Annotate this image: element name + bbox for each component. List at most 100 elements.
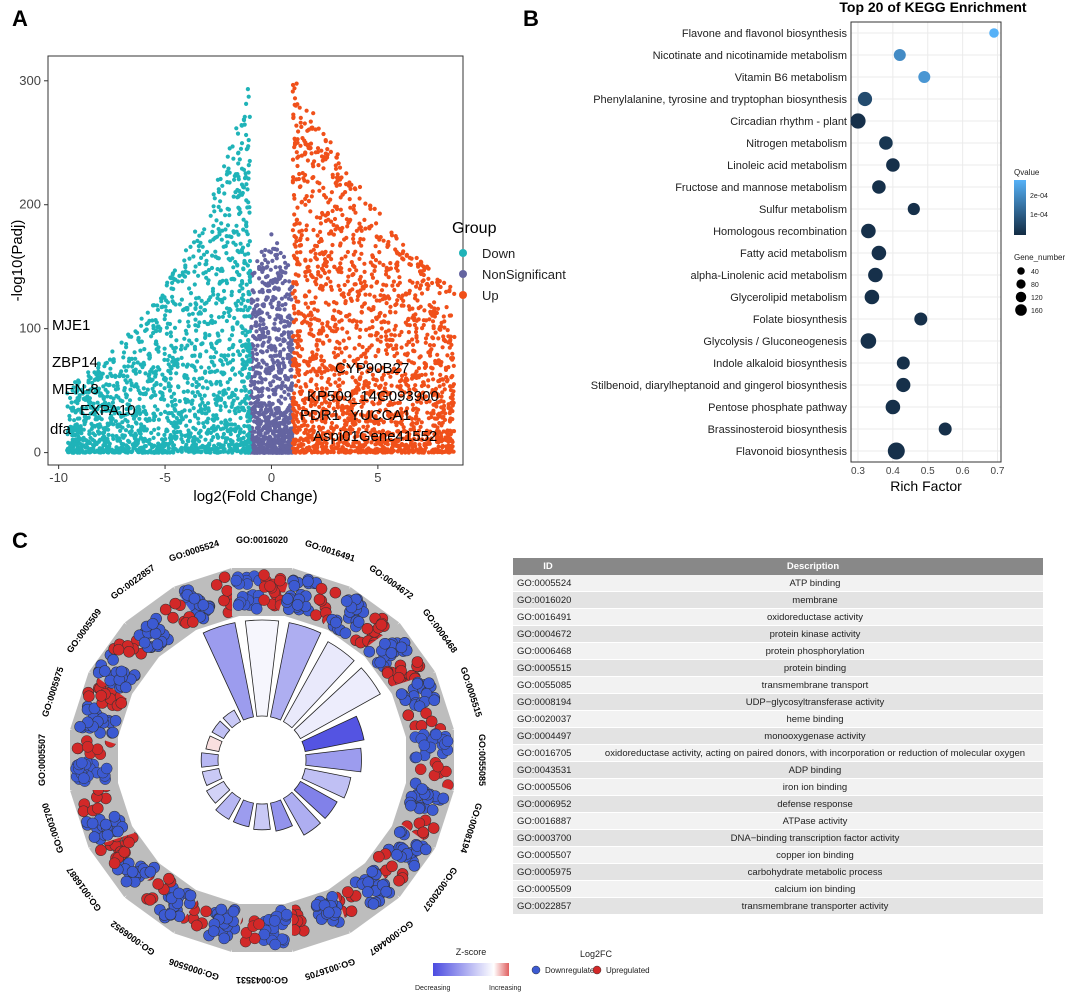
volcano-point [376,314,381,319]
kegg-dot [938,422,952,436]
volcano-point [329,250,334,255]
volcano-point [143,371,148,376]
volcano-point [452,291,457,296]
volcano-point [394,346,399,351]
volcano-point [442,280,447,285]
volcano-point [411,406,416,411]
volcano-point [379,334,384,339]
kegg-dot [850,113,866,129]
volcano-point [182,336,187,341]
volcano-point [340,212,345,218]
volcano-point [198,352,203,357]
volcano-point [246,163,251,168]
volcano-point [128,406,133,411]
volcano-point [422,361,427,366]
volcano-point [274,450,279,455]
volcano-point [318,221,323,226]
volcano-point [79,387,84,392]
volcano-point [224,278,229,283]
kegg-dot [860,333,877,349]
volcano-point [400,256,405,261]
volcano-point [201,271,206,276]
volcano-point [414,284,419,289]
volcano-point [239,279,245,284]
volcano-point [315,308,320,313]
volcano-point [258,318,263,323]
volcano-point [341,338,346,343]
volcano-point [187,419,193,424]
volcano-point [292,391,297,396]
volcano-point [303,419,308,424]
volcano-point [448,313,454,318]
volcano-point [241,185,246,190]
volcano-point [211,204,216,209]
volcano-point [319,358,324,363]
volcano-point [137,416,142,421]
volcano-point [411,348,416,353]
volcano-point [323,300,328,305]
volcano-point [213,254,218,259]
volcano-point [247,158,252,164]
volcano-point [170,294,175,299]
volcano-point [246,94,251,99]
volcano-point [364,427,369,432]
volcano-point [416,264,421,269]
volcano-point [269,232,274,237]
volcano-point [380,365,385,370]
volcano-point [73,399,78,404]
volcano-point [309,313,314,318]
volcano-point [245,263,250,268]
volcano-point [303,274,308,279]
volcano-point [151,326,156,331]
volcano-point [339,229,344,234]
volcano-point [245,413,250,418]
volcano-point [238,437,243,442]
volcano-point [233,242,238,247]
volcano-point [295,367,300,372]
volcano-point [210,229,215,234]
volcano-point [313,369,319,374]
volcano-point [179,355,184,360]
volcano-point [175,421,180,426]
volcano-point [207,333,212,338]
volcano-point [247,305,252,310]
gene-number-legend-label: 120 [1031,295,1043,302]
volcano-point [314,215,319,220]
volcano-point [95,400,100,405]
volcano-point [340,380,346,385]
volcano-point [331,222,336,228]
volcano-point [188,244,193,249]
volcano-point [238,210,243,215]
volcano-point [235,349,241,354]
volcano-point [295,262,300,267]
volcano-point [372,264,378,269]
volcano-point [97,376,102,381]
volcano-point [214,301,219,306]
go-term-label: GO:0004497 [367,919,415,958]
volcano-point [235,321,240,326]
volcano-point [351,203,357,208]
volcano-point [86,370,91,375]
volcano-point [86,380,91,385]
volcano-point [359,310,364,315]
volcano-point [288,432,293,437]
volcano-point [223,425,228,430]
volcano-point [263,275,269,280]
volcano-point [254,337,259,342]
volcano-point [178,347,184,352]
panel-label-b: B [523,6,539,31]
volcano-point [135,360,140,365]
volcano-point [403,291,408,296]
volcano-point [121,355,126,360]
volcano-point [351,318,356,323]
volcano-point [386,275,391,280]
volcano-point [293,338,298,343]
volcano-point [277,426,282,431]
volcano-point [309,194,314,199]
volcano-point [447,450,452,455]
volcano-point [195,359,200,364]
go-gene-dot-down [250,603,263,615]
kegg-x-tick-label: 0.7 [991,466,1005,477]
volcano-point [344,171,349,176]
volcano-point [129,424,135,430]
